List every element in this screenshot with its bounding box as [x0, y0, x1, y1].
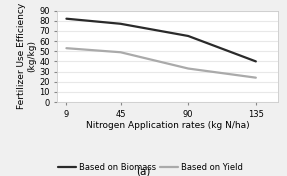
Legend: Based on Biomass, Based on Yield: Based on Biomass, Based on Yield — [55, 159, 246, 175]
Based on Yield — [119, 51, 122, 53]
Line: Based on Yield: Based on Yield — [66, 48, 256, 78]
Based on Yield — [187, 67, 190, 70]
Based on Yield — [65, 47, 68, 49]
X-axis label: Nitrogen Application rates (kg N/ha): Nitrogen Application rates (kg N/ha) — [86, 121, 250, 130]
Based on Yield — [254, 77, 257, 79]
Text: (a): (a) — [136, 166, 151, 176]
Based on Biomass — [65, 18, 68, 20]
Based on Biomass — [119, 23, 122, 25]
Line: Based on Biomass: Based on Biomass — [66, 19, 256, 61]
Y-axis label: Fertilizer Use Efficiency
(kg/kg): Fertilizer Use Efficiency (kg/kg) — [17, 3, 36, 109]
Based on Biomass — [187, 35, 190, 37]
Based on Biomass — [254, 60, 257, 62]
